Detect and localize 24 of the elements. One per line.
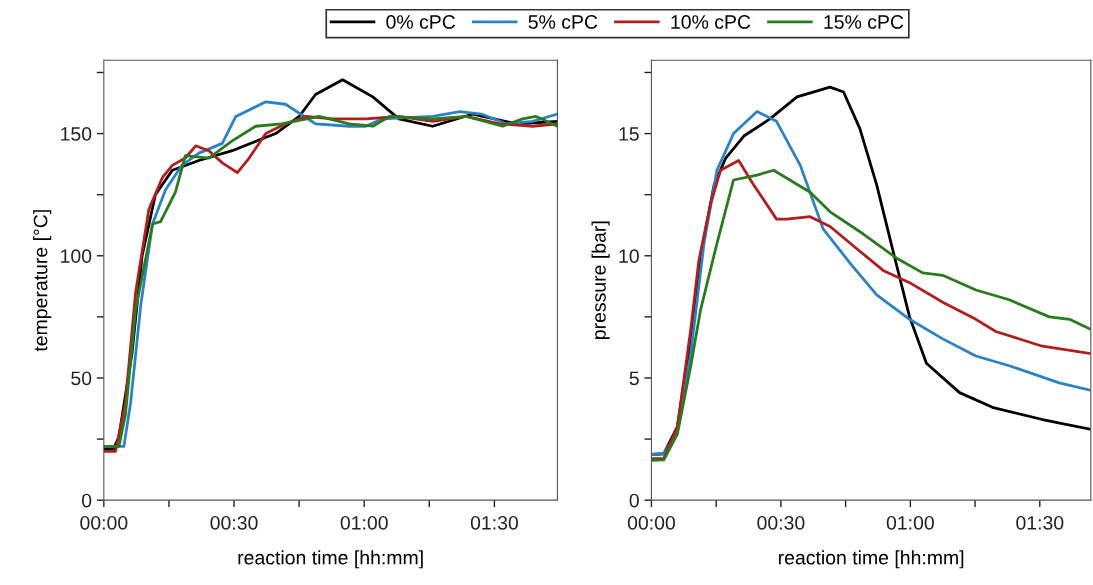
legend-label: 15% cPC bbox=[824, 15, 904, 29]
x-tick-label: 00:00 bbox=[80, 515, 128, 530]
y-tick-label: 15 bbox=[619, 127, 639, 141]
y-tick-label: 50 bbox=[71, 371, 92, 386]
y-tick-label: 0 bbox=[81, 493, 92, 508]
y-tick-label: 0 bbox=[629, 493, 639, 508]
x-tick-label: 01:30 bbox=[470, 515, 518, 530]
y-axis-title: pressure [bar] bbox=[591, 221, 610, 339]
y-tick-label: 150 bbox=[61, 127, 92, 141]
x-tick-label: 00:30 bbox=[757, 515, 805, 530]
x-tick-label: 00:00 bbox=[627, 515, 675, 530]
x-axis-title: reaction time [hh:mm] bbox=[238, 550, 423, 569]
x-tick-label: 01:00 bbox=[886, 515, 934, 530]
x-tick-label: 00:30 bbox=[210, 515, 258, 530]
y-tick-label: 10 bbox=[619, 249, 639, 264]
y-tick-label: 5 bbox=[629, 371, 639, 386]
legend-label: 0% cPC bbox=[386, 15, 456, 29]
x-axis-title: reaction time [hh:mm] bbox=[778, 550, 964, 569]
x-tick-label: 01:00 bbox=[340, 515, 388, 530]
y-tick-label: 100 bbox=[61, 249, 92, 264]
legend-label: 10% cPC bbox=[671, 15, 751, 29]
x-tick-label: 01:30 bbox=[1016, 515, 1064, 530]
legend-label: 5% cPC bbox=[528, 15, 598, 29]
y-axis-title: temperature [°C] bbox=[33, 210, 52, 352]
